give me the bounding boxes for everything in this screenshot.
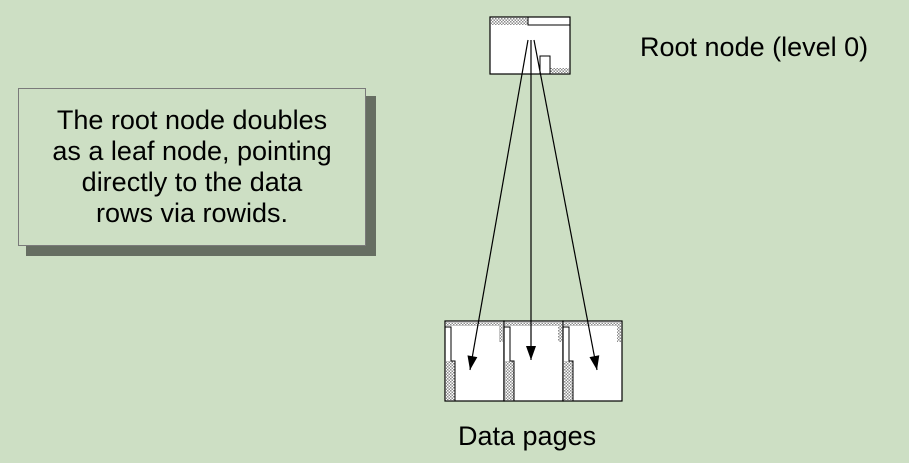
data-page-row-hatch: [446, 361, 455, 400]
callout-text: The root node doubles as a leaf node, po…: [52, 105, 331, 229]
data-page-row-hatch: [505, 361, 514, 400]
callout-line-3: directly to the data: [81, 167, 303, 197]
data-page-divider: [445, 326, 456, 401]
root-node-box: [489, 16, 571, 75]
data-page-header-hatch: [505, 322, 562, 326]
callout-line-4: rows via rowids.: [95, 198, 289, 228]
data-page-row-hatch: [564, 361, 573, 400]
rowid-pointers: [467, 39, 600, 371]
pointer-line: [533, 39, 598, 371]
data-page-divider: [563, 326, 574, 401]
data-page: [503, 320, 564, 402]
callout-box: The root node doubles as a leaf node, po…: [18, 88, 366, 246]
pointer-arrowhead: [526, 346, 536, 360]
data-page-header-hatch: [564, 322, 621, 326]
data-pages-label: Data pages: [458, 421, 597, 451]
data-page-divider: [504, 326, 515, 401]
pointer-arrowhead: [467, 355, 478, 370]
root-node-header-hatch: [491, 18, 528, 25]
callout-line-2: as a leaf node, pointing: [52, 136, 332, 166]
data-page-slot-hatch: [558, 322, 562, 342]
root-node-footer-hatch: [550, 68, 569, 73]
callout-line-1: The root node doubles: [56, 105, 328, 135]
root-node: [489, 16, 571, 75]
data-page-slot-hatch: [499, 322, 503, 342]
root-node-header-divider: [527, 17, 570, 26]
pointer-arrowhead: [589, 355, 600, 370]
pointer-line: [469, 39, 529, 371]
root-node-label: Root node (level 0): [640, 32, 869, 62]
root-node-footer-divider: [490, 55, 551, 75]
data-page-header-hatch: [446, 322, 503, 326]
data-page-slot-hatch: [617, 322, 621, 342]
